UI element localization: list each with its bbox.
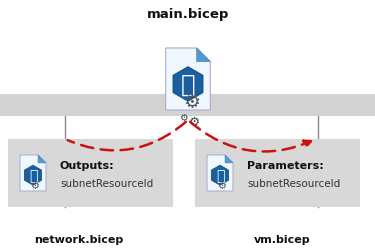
Polygon shape — [207, 155, 233, 191]
FancyBboxPatch shape — [195, 139, 360, 207]
Polygon shape — [24, 165, 42, 185]
Polygon shape — [211, 165, 229, 185]
Text: 🔧: 🔧 — [29, 169, 37, 182]
Text: 🔧: 🔧 — [216, 169, 224, 182]
Text: ⚙: ⚙ — [30, 180, 39, 191]
Polygon shape — [20, 155, 46, 191]
Text: 🔧: 🔧 — [181, 73, 195, 97]
FancyBboxPatch shape — [8, 139, 173, 207]
Text: subnetResourceId: subnetResourceId — [247, 178, 340, 188]
Text: Outputs:: Outputs: — [60, 160, 115, 170]
Text: ⚙: ⚙ — [178, 113, 188, 122]
Text: subnetResourceId: subnetResourceId — [60, 178, 153, 188]
Text: Parameters:: Parameters: — [247, 160, 324, 170]
Text: main.bicep: main.bicep — [147, 8, 229, 20]
Polygon shape — [196, 49, 210, 62]
Polygon shape — [173, 67, 203, 102]
Text: ⚙: ⚙ — [188, 115, 200, 128]
Text: ⚙: ⚙ — [183, 92, 200, 111]
Text: vm.bicep: vm.bicep — [254, 234, 311, 244]
Text: network.bicep: network.bicep — [34, 234, 123, 244]
Polygon shape — [166, 49, 210, 111]
Polygon shape — [38, 155, 46, 163]
Polygon shape — [225, 155, 233, 163]
FancyBboxPatch shape — [0, 94, 375, 116]
Text: ⚙: ⚙ — [217, 180, 226, 191]
